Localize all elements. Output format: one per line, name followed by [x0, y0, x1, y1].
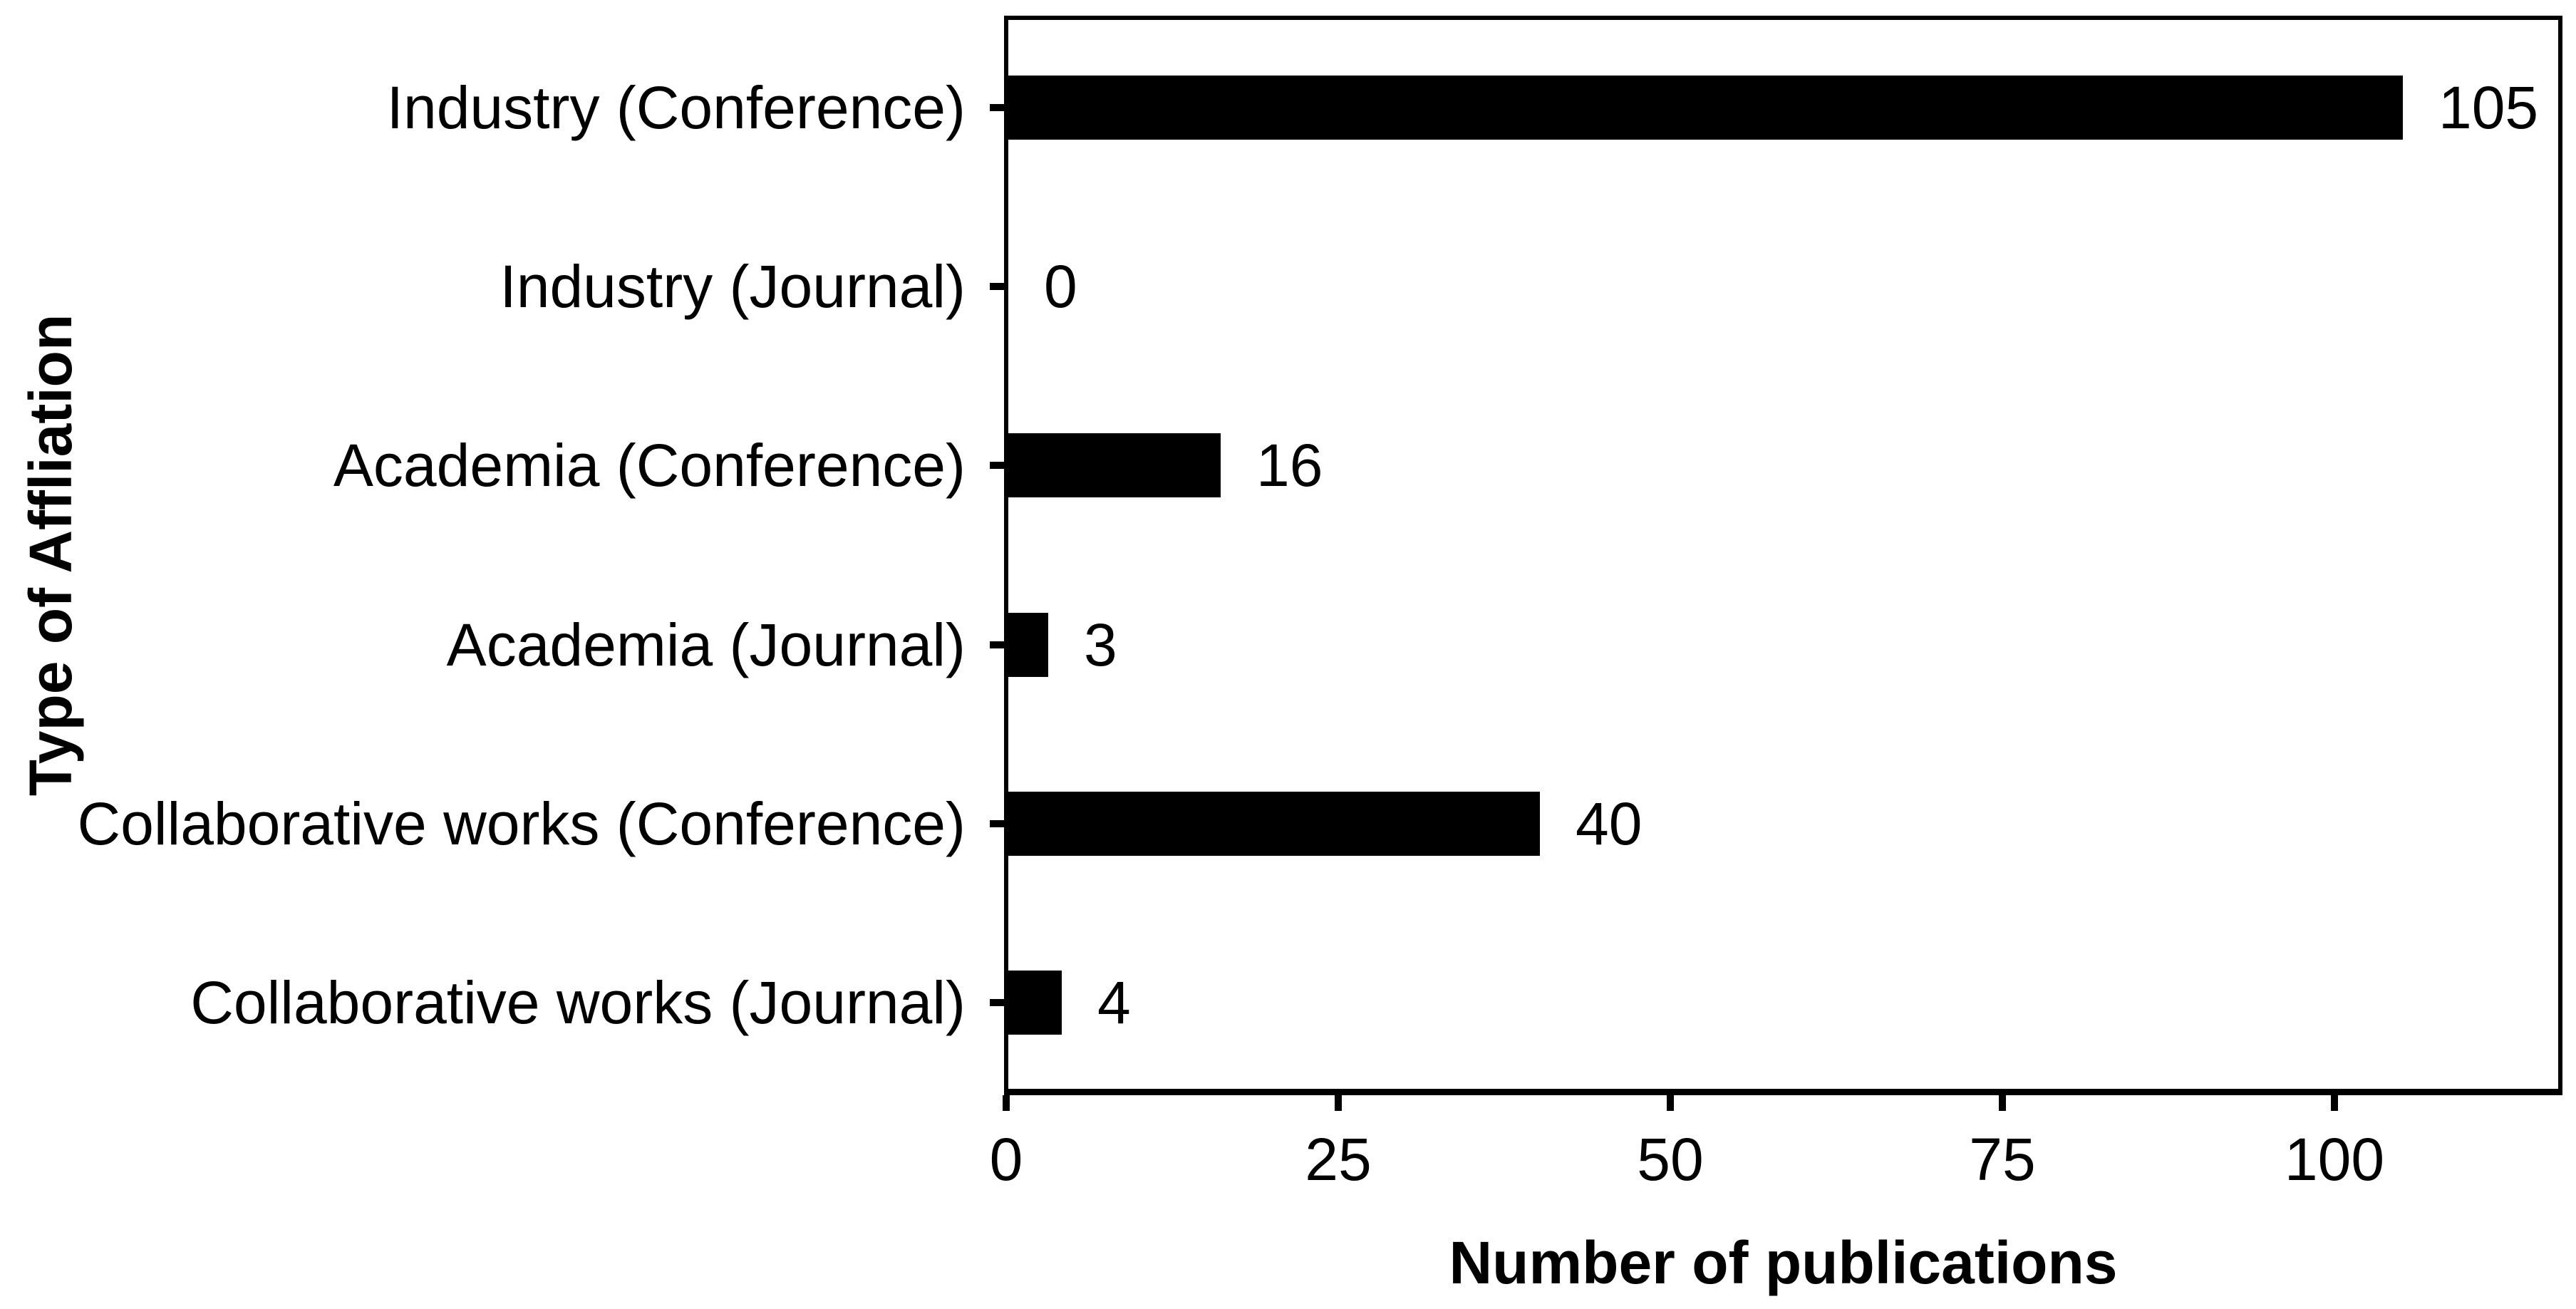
- bar-value-label: 16: [1256, 432, 1323, 500]
- y-tick-mark: [990, 103, 1004, 111]
- y-axis-title: Type of Affliation: [17, 314, 84, 797]
- category-label: Industry (Journal): [500, 253, 966, 320]
- bar-value-label: 40: [1576, 790, 1643, 857]
- y-tick-mark: [990, 999, 1004, 1007]
- y-tick-mark: [990, 462, 1004, 470]
- category-label: Collaborative works (Journal): [190, 969, 966, 1037]
- bar-value-label: 4: [1097, 969, 1131, 1037]
- x-tick-label: 25: [1305, 1126, 1372, 1193]
- y-tick-mark: [990, 820, 1004, 827]
- x-tick-label: 100: [2284, 1126, 2385, 1193]
- y-tick-mark: [990, 283, 1004, 290]
- x-tick-mark: [1335, 1095, 1342, 1111]
- bar: [1008, 75, 2403, 140]
- category-label: Academia (Conference): [333, 432, 966, 500]
- x-tick-mark: [2331, 1095, 2338, 1111]
- x-tick-mark: [1667, 1095, 1674, 1111]
- x-tick-label: 75: [1969, 1126, 2036, 1193]
- category-label: Industry (Conference): [386, 73, 966, 141]
- bar: [1008, 612, 1048, 677]
- category-label: Collaborative works (Conference): [77, 790, 966, 857]
- x-tick-mark: [1999, 1095, 2006, 1111]
- bar: [1008, 433, 1221, 498]
- bar-value-label: 105: [2438, 73, 2539, 141]
- bar: [1008, 971, 1062, 1035]
- category-label: Academia (Journal): [446, 611, 966, 678]
- bar-value-label: 0: [1044, 253, 1077, 320]
- x-tick-label: 50: [1637, 1126, 1704, 1193]
- x-tick-label: 0: [989, 1126, 1023, 1193]
- x-axis-title: Number of publications: [1449, 1229, 2118, 1296]
- x-tick-mark: [1003, 1095, 1010, 1111]
- bar-value-label: 3: [1084, 611, 1117, 678]
- y-tick-mark: [990, 641, 1004, 648]
- bar: [1008, 792, 1540, 856]
- plot-area: [1004, 16, 2562, 1095]
